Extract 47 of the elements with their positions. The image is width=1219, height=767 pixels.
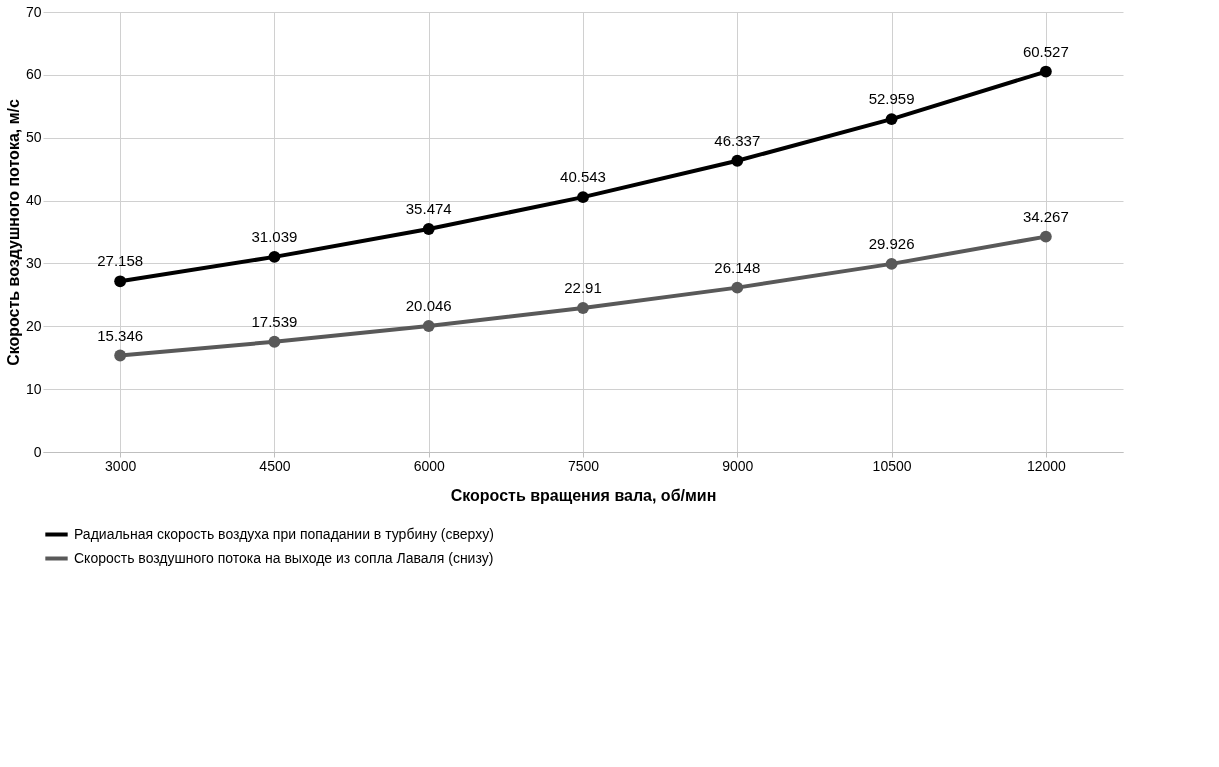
point — [268, 335, 281, 348]
data-label: 15.346 — [97, 326, 144, 344]
point — [1039, 65, 1052, 78]
data-label: 40.543 — [560, 168, 606, 186]
x-tick-label: 10500 — [872, 457, 912, 474]
y-axis-title: Скорость воздушного потока, м/с — [4, 99, 22, 366]
point — [577, 191, 589, 204]
data-label: 60.527 — [1022, 42, 1069, 60]
point — [885, 257, 898, 270]
y-tick-label: 70 — [25, 3, 42, 20]
data-label: 46.337 — [714, 131, 761, 149]
x-tick-label: 7500 — [567, 457, 600, 474]
x-tick-label: 6000 — [413, 457, 445, 474]
x-tick-label: 12000 — [1026, 457, 1067, 474]
point — [885, 113, 898, 126]
y-tick-label: 60 — [25, 66, 42, 83]
point — [577, 302, 589, 314]
y-tick-label: 10 — [25, 380, 42, 397]
data-label: 29.926 — [868, 234, 915, 252]
data-label: 31.039 — [251, 227, 298, 245]
point — [731, 154, 744, 167]
legend-label: Скорость воздушного потока на выходе из сопла Лаваля (снизу) — [74, 549, 494, 566]
data-label: 20.046 — [405, 297, 452, 314]
x-tick-label: 4500 — [259, 457, 291, 474]
point — [1039, 230, 1052, 243]
data-label: 26.148 — [714, 258, 761, 276]
data-label: 52.959 — [868, 90, 915, 108]
y-tick-label: 0 — [33, 443, 42, 460]
data-label: 35.474 — [405, 200, 452, 218]
data-label: 22.91 — [564, 278, 602, 296]
point — [114, 349, 127, 362]
y-tick-label: 30 — [25, 254, 42, 271]
point — [268, 250, 281, 263]
point — [422, 320, 435, 332]
x-axis-title: Скорость вращения вала, об/мин — [450, 486, 717, 504]
data-label: 27.158 — [97, 252, 144, 270]
data-label: 34.267 — [1022, 207, 1069, 225]
y-tick-label: 50 — [25, 129, 42, 146]
point — [422, 223, 435, 235]
data-label: 17.539 — [251, 312, 298, 330]
x-tick-label: 3000 — [105, 457, 137, 474]
point — [114, 275, 127, 288]
legend-label: Радиальная скорость воздуха при попадании в турбину (сверху) — [74, 525, 494, 542]
point — [731, 281, 744, 294]
y-tick-label: 20 — [25, 317, 42, 334]
x-tick-label: 9000 — [722, 457, 754, 474]
y-tick-label: 40 — [25, 192, 42, 209]
